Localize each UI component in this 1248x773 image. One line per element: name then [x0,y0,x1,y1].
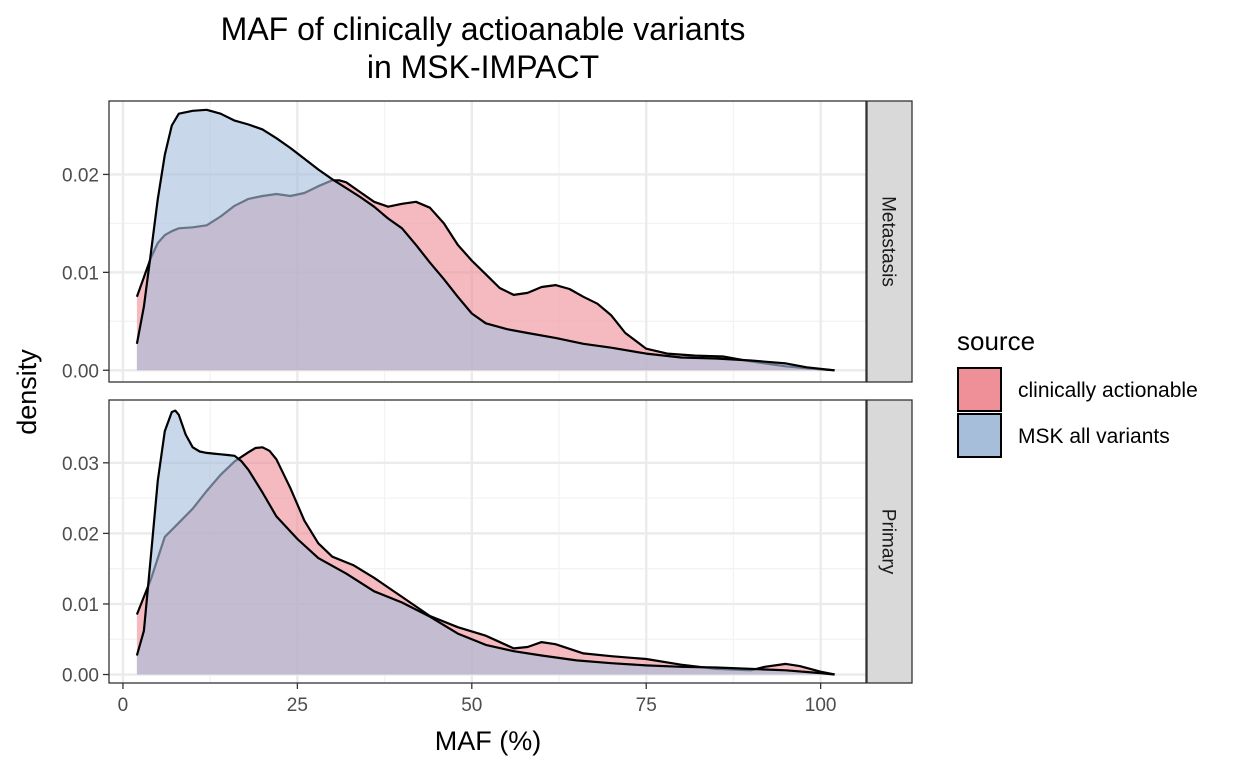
legend-label: clinically actionable [1018,379,1198,402]
chart-title-line-1: MAF of clinically actioanable variants [221,11,746,47]
x-tick-label: 0 [118,695,129,716]
density-curves [135,108,835,372]
density-area-msk-all-variants [136,410,835,675]
y-tick-label: 0.02 [62,524,99,545]
y-axis-metastasis: 0.00 0.01 0.02 [62,165,109,382]
legend-items: clinically actionable MSK all variants [957,367,1198,458]
y-tick-label: 0.00 [62,666,99,687]
facet-panels: 0.00 0.01 0.02 Metastasis 0.00 0.01 0.02 0.03 Pr… [62,100,913,687]
facet-strip-primary: Primary [866,399,913,684]
legend-swatch [957,367,1002,412]
x-axis: 0 25 50 75 100 [118,683,837,716]
legend-label: MSK all variants [1018,425,1170,448]
legend: source clinically actionable MSK all vari… [957,326,1198,458]
density-line-msk-all-variants [135,108,835,372]
y-tick-label: 0.00 [62,361,99,382]
facet-panel-primary: 0.00 0.01 0.02 0.03 Primary [62,399,913,687]
y-axis-label: density [12,349,42,435]
legend-swatch [957,413,1002,458]
facet-panel-metastasis: 0.00 0.01 0.02 Metastasis [62,100,913,383]
y-tick-label: 0.02 [62,165,99,186]
y-axis-primary: 0.00 0.01 0.02 0.03 [62,454,109,687]
facet-strip-label: Metastasis [878,196,899,287]
density-curves [135,409,835,676]
y-tick-label: 0.01 [62,263,99,284]
density-area-msk-all-variants [136,109,835,371]
facet-strip-label: Primary [878,509,899,575]
legend-item: MSK all variants [957,413,1170,458]
chart-title-line-2: in MSK-IMPACT [367,49,599,85]
legend-title: source [957,326,1035,356]
x-tick-label: 50 [461,695,482,716]
density-line-msk-all-variants [135,409,835,676]
x-axis-label: MAF (%) [435,726,541,756]
facet-strip-metastasis: Metastasis [866,100,913,383]
facet-strip-background [866,399,913,684]
y-tick-label: 0.03 [62,454,99,475]
panel-border [108,100,867,383]
legend-item: clinically actionable [957,367,1198,412]
x-tick-label: 75 [636,695,657,716]
x-tick-label: 25 [287,695,308,716]
facet-strip-background [866,100,913,383]
x-tick-label: 100 [805,695,837,716]
panel-border [108,399,867,684]
chart-title: MAF of clinically actioanable variants i… [221,11,746,85]
y-tick-label: 0.01 [62,595,99,616]
